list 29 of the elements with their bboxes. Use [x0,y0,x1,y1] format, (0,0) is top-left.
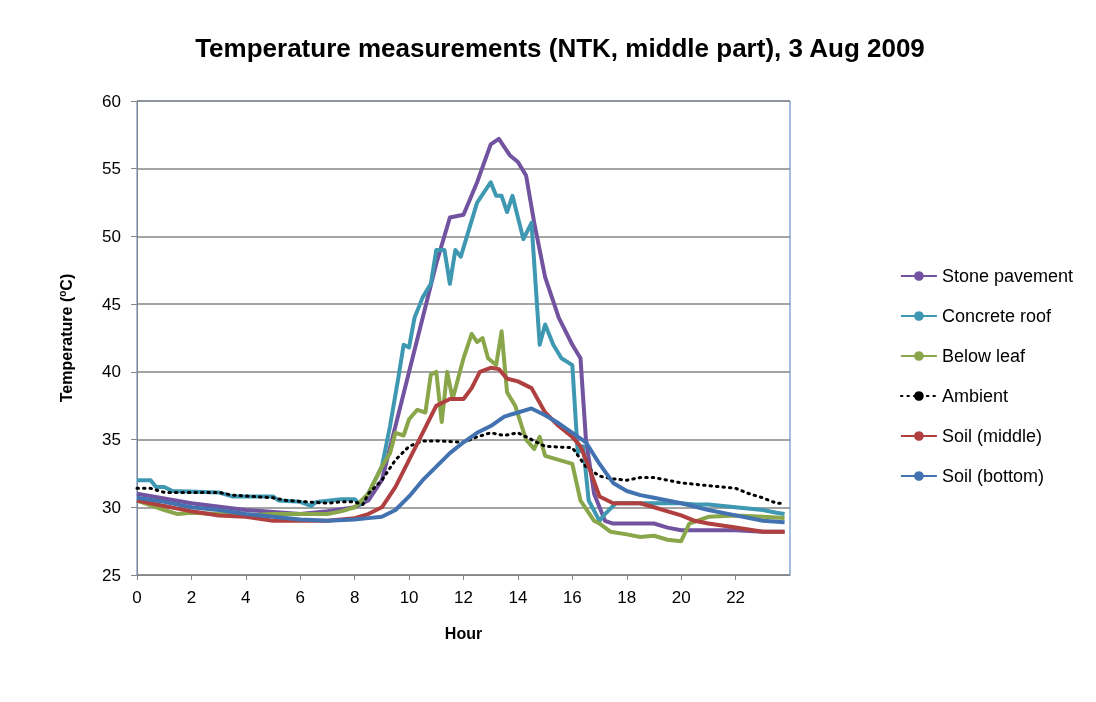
y-tick-label: 30 [102,497,121,517]
legend-label: Concrete roof [941,306,1052,326]
x-tick-label: 16 [562,588,582,607]
legend-label: Below leaf [941,346,1026,366]
legend-label: Stone pavement [941,266,1073,286]
x-tick-label: 14 [508,588,528,607]
x-axis-title: Hour [444,624,483,642]
legend-label: Soil (bottom) [941,466,1044,486]
x-tick-label: 2 [186,588,197,607]
y-tick-label: 25 [102,565,121,585]
y-axis-title: Temperature (oC) [56,273,75,403]
chart-title: Temperature measurements (NTK, middle part), 3 Aug 2009 [195,33,925,63]
y-tick-label: 35 [102,430,121,450]
y-tick-label: 45 [102,294,121,314]
y-tick-label: 60 [102,91,121,111]
x-tick-label: 8 [349,588,360,607]
legend-label: Ambient [941,386,1008,406]
x-tick-label: 0 [132,588,142,607]
x-tick-label: 18 [617,588,637,607]
x-tick-label: 22 [726,588,746,607]
x-tick-label: 20 [671,588,691,607]
legend-label: Soil (middle) [941,426,1042,446]
x-tick-label: 6 [295,588,305,607]
x-tick-label: 4 [241,588,251,607]
x-tick-label: 10 [399,588,419,607]
x-tick-label: 12 [454,588,473,607]
y-tick-label: 40 [102,362,121,382]
y-tick-label: 50 [102,226,121,246]
y-tick-label: 55 [102,159,121,179]
